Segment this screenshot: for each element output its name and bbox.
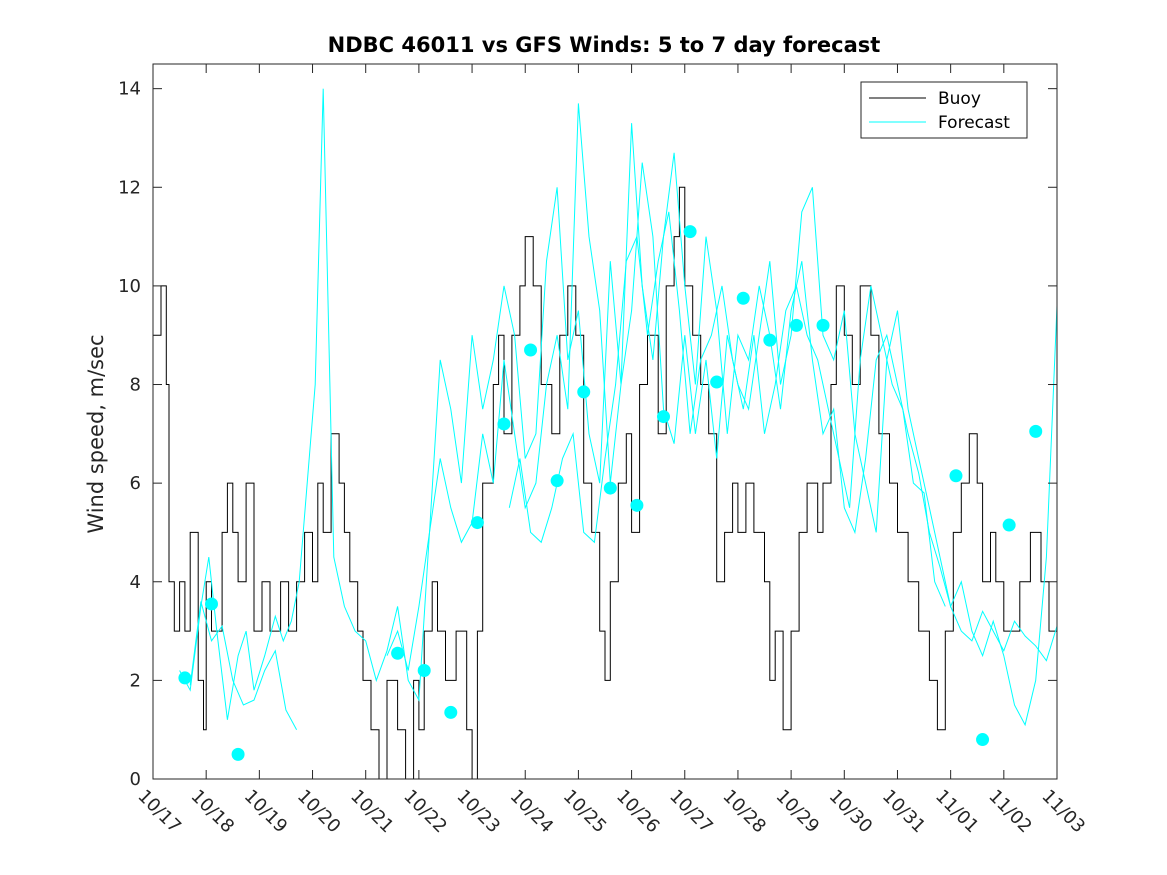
x-tick-label: 10/28 (718, 786, 770, 838)
forecast-marker (524, 343, 538, 357)
buoy-series-line (153, 186, 1057, 779)
x-tick-label: 10/18 (187, 786, 239, 838)
forecast-marker (736, 291, 750, 305)
x-tick-label: 10/29 (772, 786, 824, 838)
forecast-marker (816, 318, 830, 332)
forecast-marker (444, 705, 458, 719)
x-tick-label: 11/03 (1037, 786, 1089, 838)
x-tick-label: 10/23 (453, 786, 505, 838)
legend-box (860, 81, 1028, 139)
x-tick-label: 10/21 (346, 786, 398, 838)
forecast-series-line-1 (179, 88, 1057, 727)
x-tick-label: 11/01 (931, 786, 983, 838)
forecast-marker (603, 481, 617, 495)
y-tick-label: 0 (130, 769, 141, 790)
forecast-marker (178, 671, 192, 685)
y-tick-label: 2 (130, 670, 141, 691)
forecast-marker (763, 333, 777, 347)
forecast-series-line-2 (189, 601, 298, 730)
forecast-marker (1029, 424, 1043, 438)
x-tick-label: 10/20 (293, 786, 345, 838)
x-tick-label: 10/26 (612, 786, 664, 838)
y-tick-label: 4 (130, 572, 141, 593)
chart-title: NDBC 46011 vs GFS Winds: 5 to 7 day fore… (328, 33, 881, 57)
y-tick-label: 8 (130, 375, 141, 396)
y-tick-label: 14 (118, 79, 141, 100)
forecast-marker (204, 597, 218, 611)
forecast-marker (497, 417, 511, 431)
legend: Buoy Forecast (860, 81, 1028, 139)
forecast-marker (391, 646, 405, 660)
x-tick-label: 10/19 (240, 786, 292, 838)
x-tick-label: 10/22 (399, 786, 451, 838)
forecast-marker (976, 733, 990, 747)
y-tick-label: 6 (130, 473, 141, 494)
y-tick-label: 10 (118, 276, 141, 297)
forecast-series-line-4 (508, 211, 946, 607)
series-group (153, 88, 1057, 779)
forecast-marker (656, 410, 670, 424)
forecast-marker (710, 375, 724, 389)
y-axis-label: Wind speed, m/sec (84, 334, 108, 533)
forecast-marker (789, 318, 803, 332)
x-tick-label: 10/30 (825, 786, 877, 838)
forecast-marker (470, 516, 484, 530)
axes-box (152, 63, 1058, 780)
x-tick-label: 10/24 (506, 786, 558, 838)
y-tick-label: 12 (118, 177, 141, 198)
legend-label-buoy: Buoy (938, 89, 981, 109)
plot-area (153, 88, 1057, 779)
forecast-marker (1002, 518, 1016, 532)
forecast-marker (683, 225, 697, 239)
x-tick-label: 10/27 (665, 786, 717, 838)
forecast-marker (577, 385, 591, 399)
x-tick-label: 11/02 (984, 786, 1036, 838)
legend-label-forecast: Forecast (938, 113, 1010, 133)
forecast-marker (417, 664, 431, 678)
x-tick-label: 10/31 (878, 786, 930, 838)
forecast-marker (231, 747, 245, 761)
forecast-marker (550, 474, 564, 488)
x-tick-label: 10/17 (133, 786, 185, 838)
x-tick-label: 10/25 (559, 786, 611, 838)
forecast-marker (630, 498, 644, 512)
forecast-marker (949, 469, 963, 483)
